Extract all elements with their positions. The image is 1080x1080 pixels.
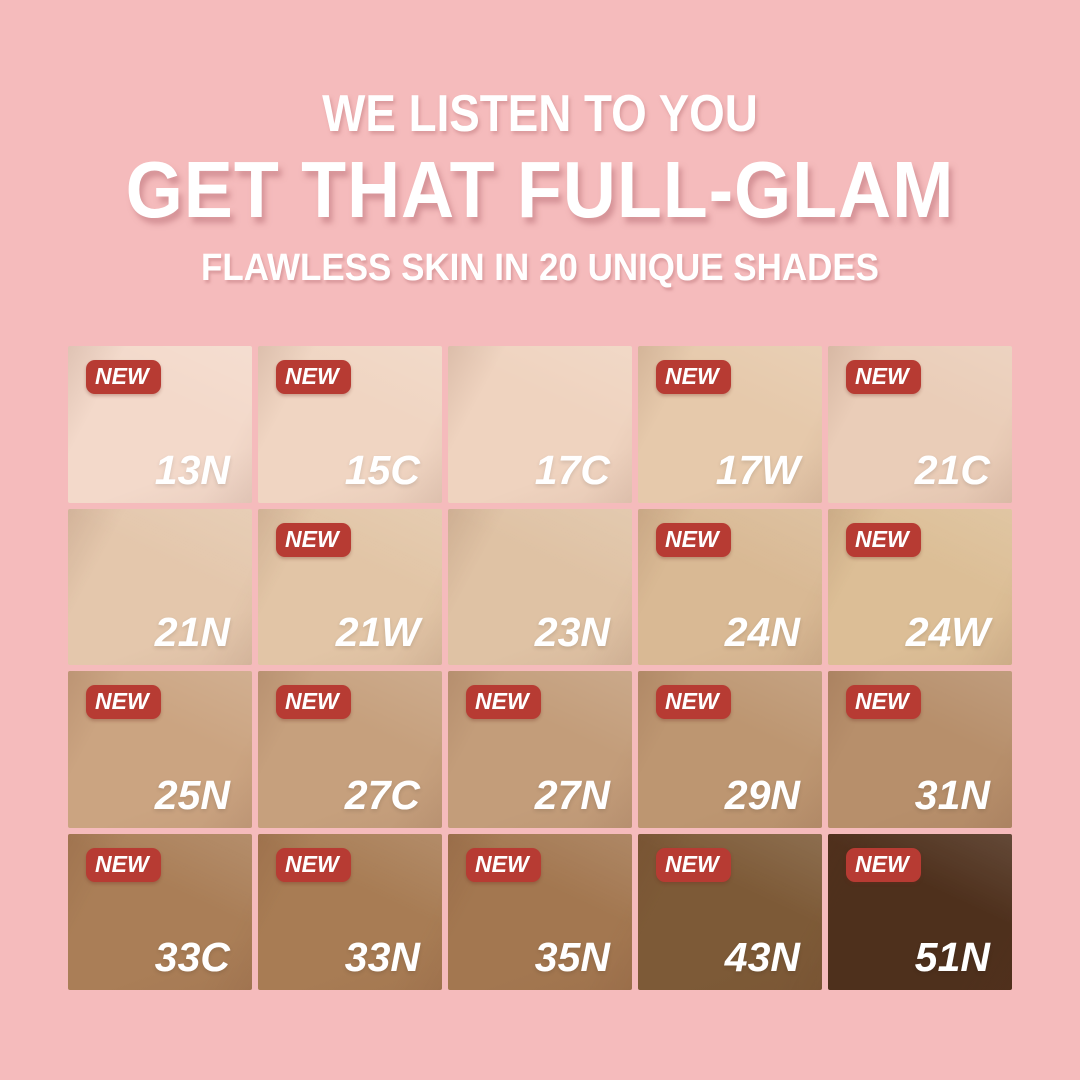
new-badge: NEW — [846, 685, 921, 719]
shade-label: 33C — [154, 934, 230, 980]
shade-swatch-35n: NEW 35N — [448, 833, 632, 990]
shade-label: 25N — [154, 771, 230, 818]
shade-label: 24N — [724, 609, 800, 655]
new-badge: NEW — [656, 685, 731, 719]
new-badge: NEW — [846, 360, 921, 394]
shade-label: 51N — [914, 934, 990, 980]
header-subtitle: FLAWLESS SKIN IN 20 UNIQUE SHADES — [201, 247, 879, 289]
new-badge: NEW — [276, 685, 351, 719]
shade-swatch-13n: NEW 13N — [68, 346, 252, 503]
shade-swatch-24w: NEW 24W — [828, 508, 1012, 665]
shade-label: 15C — [344, 446, 420, 493]
shade-grid: NEW 13N NEW 15C NEW 17C NEW 17W NEW 21C … — [68, 346, 1012, 990]
shade-label: 27C — [344, 771, 420, 818]
shade-label: 31N — [914, 771, 990, 818]
shade-swatch-31n: NEW 31N — [828, 671, 1012, 828]
header-tagline: WE LISTEN TO YOU — [322, 85, 758, 143]
shade-swatch-21n: NEW 21N — [68, 508, 252, 665]
shade-swatch-17c: NEW 17C — [448, 346, 632, 503]
shade-label: 21W — [335, 609, 420, 655]
shade-swatch-23n: NEW 23N — [448, 508, 632, 665]
new-badge: NEW — [656, 847, 731, 882]
shade-swatch-21c: NEW 21C — [828, 346, 1012, 503]
new-badge: NEW — [86, 360, 161, 394]
header-title: GET THAT FULL-GLAM — [125, 145, 955, 234]
shade-label: 35N — [534, 934, 610, 980]
new-badge: NEW — [846, 847, 921, 882]
shade-swatch-51n: NEW 51N — [828, 833, 1012, 990]
shade-label: 17C — [534, 446, 610, 493]
new-badge: NEW — [656, 360, 731, 394]
shade-label: 27N — [534, 771, 610, 818]
new-badge: NEW — [656, 522, 731, 557]
new-badge: NEW — [846, 522, 921, 557]
shade-swatch-25n: NEW 25N — [68, 671, 252, 828]
shade-swatch-33n: NEW 33N — [258, 833, 442, 990]
shade-label: 33N — [344, 934, 420, 980]
new-badge: NEW — [276, 847, 351, 882]
shade-label: 21C — [914, 446, 990, 493]
shade-swatch-17w: NEW 17W — [638, 346, 822, 503]
new-badge: NEW — [466, 685, 541, 719]
shade-swatch-33c: NEW 33C — [68, 833, 252, 990]
shade-label: 21N — [154, 609, 230, 655]
new-badge: NEW — [276, 360, 351, 394]
shade-swatch-27n: NEW 27N — [448, 671, 632, 828]
shade-label: 43N — [724, 934, 800, 980]
shade-swatch-27c: NEW 27C — [258, 671, 442, 828]
shade-swatch-29n: NEW 29N — [638, 671, 822, 828]
shade-swatch-21w: NEW 21W — [258, 508, 442, 665]
shade-label: 13N — [154, 446, 230, 493]
new-badge: NEW — [276, 522, 351, 557]
shade-swatch-24n: NEW 24N — [638, 508, 822, 665]
shade-label: 23N — [534, 609, 610, 655]
new-badge: NEW — [86, 847, 161, 882]
shade-label: 24W — [905, 609, 990, 655]
new-badge: NEW — [466, 847, 541, 882]
new-badge: NEW — [86, 685, 161, 719]
shade-swatch-15c: NEW 15C — [258, 346, 442, 503]
shade-swatch-43n: NEW 43N — [638, 833, 822, 990]
shade-label: 17W — [715, 446, 800, 493]
shade-label: 29N — [724, 771, 800, 818]
